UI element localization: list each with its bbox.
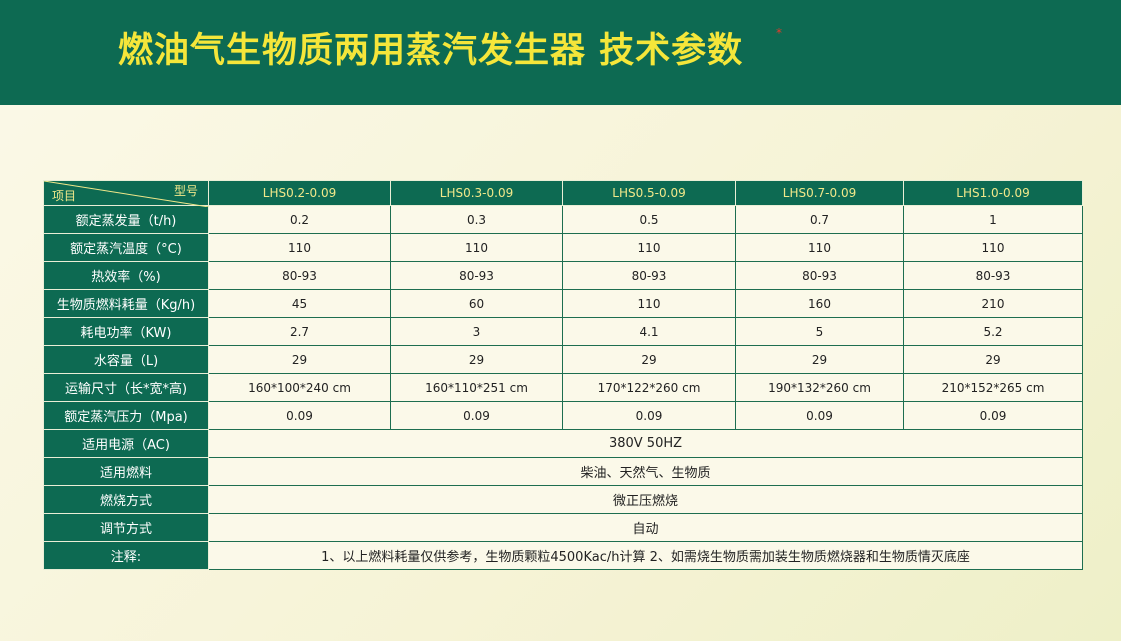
cell: 80-93 xyxy=(562,261,736,290)
cell: 0.09 xyxy=(735,401,904,430)
cell: 210*152*265 cm xyxy=(903,373,1083,402)
table-row: 热效率（%) 80-93 80-93 80-93 80-93 80-93 xyxy=(43,261,1083,290)
cell: 110 xyxy=(562,233,736,262)
cell: 80-93 xyxy=(208,261,391,290)
cell: 0.09 xyxy=(903,401,1083,430)
cell: 0.5 xyxy=(562,205,736,234)
row-label: 水容量（L) xyxy=(43,345,209,374)
cell: 380V 50HZ xyxy=(208,429,1083,458)
cell: 0.3 xyxy=(390,205,563,234)
cell: 0.09 xyxy=(390,401,563,430)
model-header: LHS0.2-0.09 xyxy=(208,180,391,206)
cell: 160*100*240 cm xyxy=(208,373,391,402)
title-mark: * xyxy=(776,26,782,40)
row-label: 热效率（%) xyxy=(43,261,209,290)
corner-top: 型号 xyxy=(173,184,198,198)
table-row: 额定蒸汽温度（°C) 110 110 110 110 110 xyxy=(43,233,1083,262)
cell: 5 xyxy=(735,317,904,346)
cell: 29 xyxy=(390,345,563,374)
table-row: 适用电源（AC) 380V 50HZ xyxy=(43,429,1083,458)
table-row: 额定蒸发量（t/h) 0.2 0.3 0.5 0.7 1 xyxy=(43,205,1083,234)
cell: 1、以上燃料耗量仅供参考，生物质颗粒4500Kac/h计算 2、如需烧生物质需加… xyxy=(208,541,1083,570)
cell: 0.09 xyxy=(208,401,391,430)
cell: 5.2 xyxy=(903,317,1083,346)
cell: 190*132*260 cm xyxy=(735,373,904,402)
cell: 45 xyxy=(208,289,391,318)
cell: 110 xyxy=(208,233,391,262)
table-row: 生物质燃料耗量（Kg/h) 45 60 110 160 210 xyxy=(43,289,1083,318)
row-label: 适用电源（AC) xyxy=(43,429,209,458)
cell: 0.2 xyxy=(208,205,391,234)
cell: 29 xyxy=(903,345,1083,374)
model-header: LHS0.5-0.09 xyxy=(562,180,736,206)
cell: 80-93 xyxy=(390,261,563,290)
cell: 60 xyxy=(390,289,563,318)
cell: 1 xyxy=(903,205,1083,234)
model-header: LHS1.0-0.09 xyxy=(903,180,1083,206)
cell: 柴油、天然气、生物质 xyxy=(208,457,1083,486)
table-row: 调节方式 自动 xyxy=(43,513,1083,542)
row-label: 额定蒸汽温度（°C) xyxy=(43,233,209,262)
cell: 3 xyxy=(390,317,563,346)
table-row: 注释: 1、以上燃料耗量仅供参考，生物质颗粒4500Kac/h计算 2、如需烧生物… xyxy=(43,541,1083,570)
model-header: LHS0.7-0.09 xyxy=(735,180,904,206)
cell: 170*122*260 cm xyxy=(562,373,736,402)
row-label: 注释: xyxy=(43,541,209,570)
cell: 210 xyxy=(903,289,1083,318)
cell: 80-93 xyxy=(903,261,1083,290)
table-row: 水容量（L) 29 29 29 29 29 xyxy=(43,345,1083,374)
row-label: 生物质燃料耗量（Kg/h) xyxy=(43,289,209,318)
header-band xyxy=(0,0,1121,105)
cell: 160 xyxy=(735,289,904,318)
cell: 29 xyxy=(735,345,904,374)
cell: 29 xyxy=(562,345,736,374)
row-label: 燃烧方式 xyxy=(43,485,209,514)
cell: 0.7 xyxy=(735,205,904,234)
cell: 160*110*251 cm xyxy=(390,373,563,402)
cell: 80-93 xyxy=(735,261,904,290)
cell: 110 xyxy=(390,233,563,262)
table-row: 运输尺寸（长*宽*高) 160*100*240 cm 160*110*251 cm 1… xyxy=(43,373,1083,402)
row-label: 适用燃料 xyxy=(43,457,209,486)
cell: 110 xyxy=(562,289,736,318)
cell: 4.1 xyxy=(562,317,736,346)
header-row: 型号 项目 LHS0.2-0.09 LHS0.3-0.09 LHS0.5-0.09 LHS… xyxy=(43,180,1083,207)
cell: 110 xyxy=(735,233,904,262)
row-label: 额定蒸发量（t/h) xyxy=(43,205,209,234)
row-label: 耗电功率（KW) xyxy=(43,317,209,346)
spec-table: 型号 项目 LHS0.2-0.09 LHS0.3-0.09 LHS0.5-0.09 LHS… xyxy=(43,180,1083,570)
cell: 0.09 xyxy=(562,401,736,430)
model-header: LHS0.3-0.09 xyxy=(390,180,563,206)
cell: 2.7 xyxy=(208,317,391,346)
table-row: 适用燃料 柴油、天然气、生物质 xyxy=(43,457,1083,486)
cell: 110 xyxy=(903,233,1083,262)
row-label: 运输尺寸（长*宽*高) xyxy=(43,373,209,402)
title: 燃油气生物质两用蒸汽发生器 技术参数 xyxy=(118,30,744,71)
diagonal xyxy=(44,181,209,207)
row-label: 调节方式 xyxy=(43,513,209,542)
cell: 自动 xyxy=(208,513,1083,542)
table-row: 燃烧方式 微正压燃烧 xyxy=(43,485,1083,514)
corner-cell: 型号 项目 xyxy=(43,180,209,207)
table-row: 耗电功率（KW) 2.7 3 4.1 5 5.2 xyxy=(43,317,1083,346)
cell: 29 xyxy=(208,345,391,374)
cell: 微正压燃烧 xyxy=(208,485,1083,514)
row-label: 额定蒸汽压力（Mpa) xyxy=(43,401,209,430)
table-row: 额定蒸汽压力（Mpa) 0.09 0.09 0.09 0.09 0.09 xyxy=(43,401,1083,430)
corner-bottom: 项目 xyxy=(52,189,77,203)
